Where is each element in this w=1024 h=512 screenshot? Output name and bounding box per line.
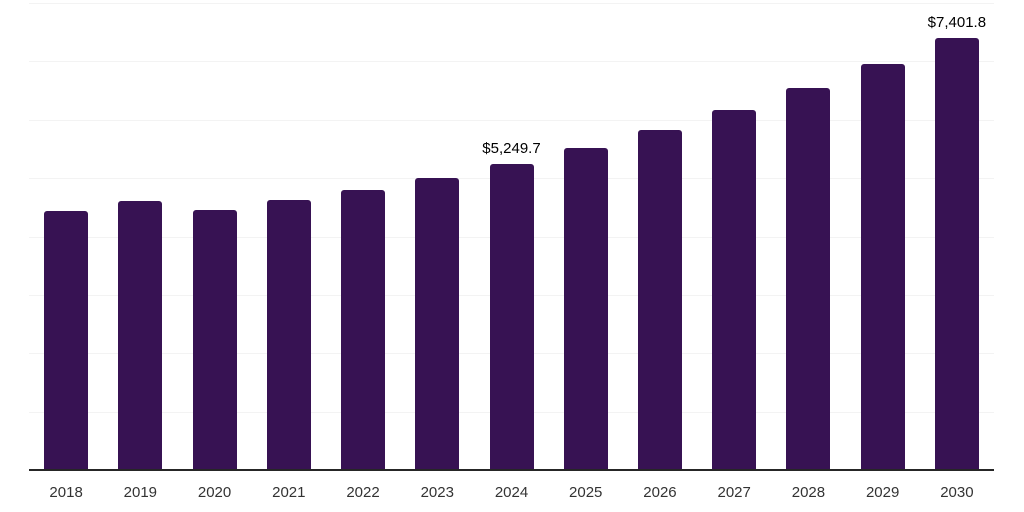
x-tick-label-2030: 2030 bbox=[940, 484, 974, 501]
bar-2027 bbox=[712, 110, 757, 470]
bar-2026 bbox=[637, 129, 682, 470]
bar-2025 bbox=[563, 147, 608, 470]
x-tick-label-2029: 2029 bbox=[865, 484, 900, 501]
x-axis-line bbox=[29, 469, 994, 471]
bar-2024 bbox=[489, 163, 534, 470]
x-tick-label-2022: 2022 bbox=[346, 484, 380, 501]
x-tick-label-2027: 2027 bbox=[717, 484, 751, 501]
bar-2018 bbox=[44, 211, 89, 470]
x-tick-label-2024: 2024 bbox=[494, 484, 529, 501]
value-label-2024: $5,249.7 bbox=[482, 139, 541, 157]
gridline bbox=[29, 119, 994, 121]
x-tick-label-2028: 2028 bbox=[791, 484, 826, 501]
gridline bbox=[29, 3, 994, 4]
bar-2021 bbox=[266, 200, 311, 470]
value-label-2030: $7,401.8 bbox=[927, 13, 987, 31]
bar-2019 bbox=[118, 200, 163, 470]
bar-2029 bbox=[860, 63, 905, 470]
x-tick-label-2020: 2020 bbox=[197, 484, 232, 501]
bar-2022 bbox=[341, 190, 386, 470]
x-tick-label-2021: 2021 bbox=[272, 484, 306, 501]
x-tick-label-2023: 2023 bbox=[420, 484, 454, 501]
gridline bbox=[29, 61, 994, 63]
x-tick-label-2025: 2025 bbox=[569, 484, 603, 501]
x-tick-label-2019: 2019 bbox=[123, 484, 158, 501]
bar-2028 bbox=[786, 88, 831, 470]
bar-2030 bbox=[934, 37, 979, 470]
bar-2023 bbox=[415, 177, 460, 470]
x-tick-label-2026: 2026 bbox=[643, 484, 677, 501]
x-tick-label-2018: 2018 bbox=[49, 484, 83, 501]
bar-2020 bbox=[192, 210, 237, 470]
